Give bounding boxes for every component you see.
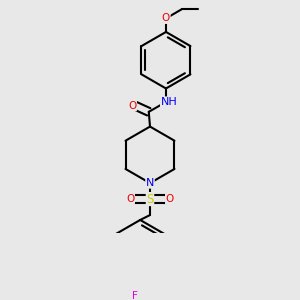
Text: N: N: [146, 178, 154, 188]
Text: O: O: [128, 101, 136, 111]
Text: NH: NH: [160, 97, 177, 107]
Text: F: F: [132, 291, 138, 300]
Text: O: O: [162, 14, 170, 23]
Text: S: S: [146, 193, 154, 206]
Text: O: O: [166, 194, 174, 204]
Text: O: O: [126, 194, 134, 204]
